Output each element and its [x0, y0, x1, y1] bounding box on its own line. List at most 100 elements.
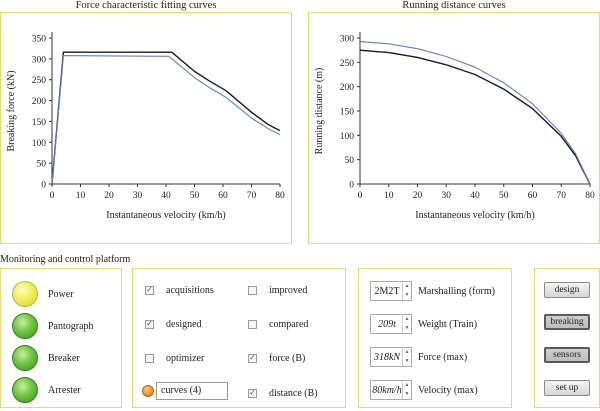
x-tick-label: 60 [218, 191, 228, 201]
series-line-1 [359, 49, 591, 185]
series-line-1 [51, 51, 281, 185]
checkbox-label: acquisitions [166, 284, 214, 296]
y-tick-label: 300 [340, 35, 355, 45]
y-tick-label: 250 [340, 59, 355, 69]
x-tick-label: 50 [499, 191, 509, 201]
checkbox-label: force (B) [269, 352, 306, 364]
param-weight: 209t ▲ ▼ Weight (Train) [370, 313, 477, 335]
series-line-2 [51, 54, 281, 185]
spinner-icon[interactable]: ▲ ▼ [402, 282, 411, 300]
curves-indicator-icon [142, 385, 154, 397]
indicator-breaker: Breaker [12, 344, 80, 372]
marshalling-input[interactable]: 2M2T ▲ ▼ [370, 281, 412, 301]
checkbox-acquisitions[interactable]: ✓ acquisitions [145, 283, 214, 297]
force-chart-plot: 0 10 20 30 40 50 60 70 80 0 50 100 150 200 250 300 350 In… [6, 32, 285, 221]
indicator-arrester: Arrester [12, 376, 81, 404]
y-tick-label: 50 [345, 156, 355, 166]
checkbox-designed[interactable]: ✓ designed [145, 317, 202, 331]
distance-chart-plot: 0 10 20 30 40 50 60 70 80 0 50 100 150 200 250 300 Insta… [314, 32, 595, 221]
y-tick-label: 350 [32, 35, 47, 45]
y-axis-label: Running distance (m) [314, 68, 325, 155]
checkbox-box[interactable]: ✓ [248, 353, 257, 363]
checkbox-box[interactable]: ✓ [145, 319, 154, 329]
param-marshalling: 2M2T ▲ ▼ Marshalling (form) [370, 280, 495, 302]
distance-chart-panel [308, 12, 600, 244]
y-tick-label: 200 [32, 97, 47, 107]
x-axis-label: Instantaneous velocity (km/h) [415, 210, 534, 221]
y-tick-label: 300 [32, 55, 47, 65]
checkbox-label: optimizer [166, 352, 205, 364]
force-chart-panel [0, 12, 292, 244]
indicator-label: Breaker [48, 352, 80, 364]
spinner-icon[interactable]: ▲ ▼ [402, 381, 411, 399]
y-tick-label: 250 [32, 76, 47, 86]
force-chart: 0 10 20 30 40 50 60 70 80 0 50 100 150 200 250 300 350 In… [6, 32, 285, 221]
x-tick-label: 20 [413, 191, 423, 201]
x-tick-label: 20 [104, 191, 114, 201]
x-tick-label: 80 [585, 191, 595, 201]
x-tick-label: 10 [384, 191, 394, 201]
indicator-label: Arrester [48, 384, 81, 396]
y-tick-label: 0 [41, 181, 46, 191]
y-tick-label: 100 [340, 132, 355, 142]
y-tick-label: 0 [349, 181, 354, 191]
x-tick-label: 10 [76, 191, 86, 201]
checkbox-label: compared [269, 318, 309, 330]
checkbox-box[interactable]: ✓ [248, 388, 257, 398]
series-line-2 [359, 40, 591, 185]
force-input[interactable]: 318kN ▲ ▼ [370, 347, 412, 367]
param-value: 209t [378, 318, 396, 330]
indicator-pantograph: Pantograph [12, 312, 94, 340]
y-tick-label: 150 [32, 118, 47, 128]
x-tick-label: 0 [358, 191, 363, 201]
param-value: 318kN [373, 351, 401, 363]
x-tick-label: 50 [190, 191, 200, 201]
x-tick-label: 60 [528, 191, 538, 201]
checkbox-label: distance (B) [269, 387, 318, 399]
x-tick-label: 30 [133, 191, 143, 201]
power-led-icon [12, 281, 38, 307]
y-tick-label: 150 [340, 108, 355, 118]
sensors-button[interactable]: sensors [544, 347, 590, 363]
indicator-label: Power [48, 288, 74, 300]
spinner-icon[interactable]: ▲ ▼ [402, 315, 411, 333]
y-tick-label: 50 [37, 160, 47, 170]
param-value: 2M2T [374, 285, 400, 297]
checkbox-label: improved [269, 284, 308, 296]
param-label: Velocity (max) [418, 384, 478, 396]
weight-input[interactable]: 209t ▲ ▼ [370, 314, 412, 334]
checkbox-box[interactable] [248, 319, 257, 329]
param-force: 318kN ▲ ▼ Force (max) [370, 346, 467, 368]
y-tick-label: 200 [340, 83, 355, 93]
checkbox-compared[interactable]: compared [248, 317, 308, 331]
breaking-button[interactable]: breaking [544, 314, 590, 330]
checkbox-box[interactable] [145, 353, 154, 363]
breaker-led-icon [12, 345, 38, 371]
checkbox-force-b[interactable]: ✓ force (B) [248, 351, 305, 365]
x-tick-label: 70 [247, 191, 257, 201]
platform-title: Monitoring and control platform [0, 254, 131, 265]
checkbox-distance-b[interactable]: ✓ distance (B) [248, 386, 318, 400]
checkbox-improved[interactable]: improved [248, 283, 307, 297]
checkbox-label: designed [166, 318, 202, 330]
design-button[interactable]: design [544, 282, 590, 298]
x-tick-label: 30 [442, 191, 452, 201]
arrester-led-icon [12, 377, 38, 403]
y-axis-label: Breaking force (kN) [6, 70, 17, 151]
y-tick-label: 100 [32, 139, 47, 149]
param-label: Force (max) [418, 351, 468, 363]
set-up-button[interactable]: set up [544, 380, 590, 396]
checkbox-box[interactable] [248, 285, 257, 295]
indicator-power: Power [12, 280, 74, 308]
param-value: 80km/h [372, 384, 402, 396]
force-chart-title: Force characteristic fitting curves [75, 0, 217, 11]
param-label: Marshalling (form) [418, 285, 495, 297]
checkbox-optimizer[interactable]: optimizer [145, 351, 204, 365]
x-tick-label: 40 [470, 191, 480, 201]
spinner-icon[interactable]: ▲ ▼ [402, 348, 411, 366]
distance-chart: 0 10 20 30 40 50 60 70 80 0 50 100 150 200 250 300 Insta… [314, 32, 595, 221]
velocity-input[interactable]: 80km/h ▲ ▼ [370, 380, 412, 400]
checkbox-box[interactable]: ✓ [145, 285, 154, 295]
curves-field[interactable]: curves (4) [156, 382, 228, 400]
x-tick-label: 70 [557, 191, 567, 201]
